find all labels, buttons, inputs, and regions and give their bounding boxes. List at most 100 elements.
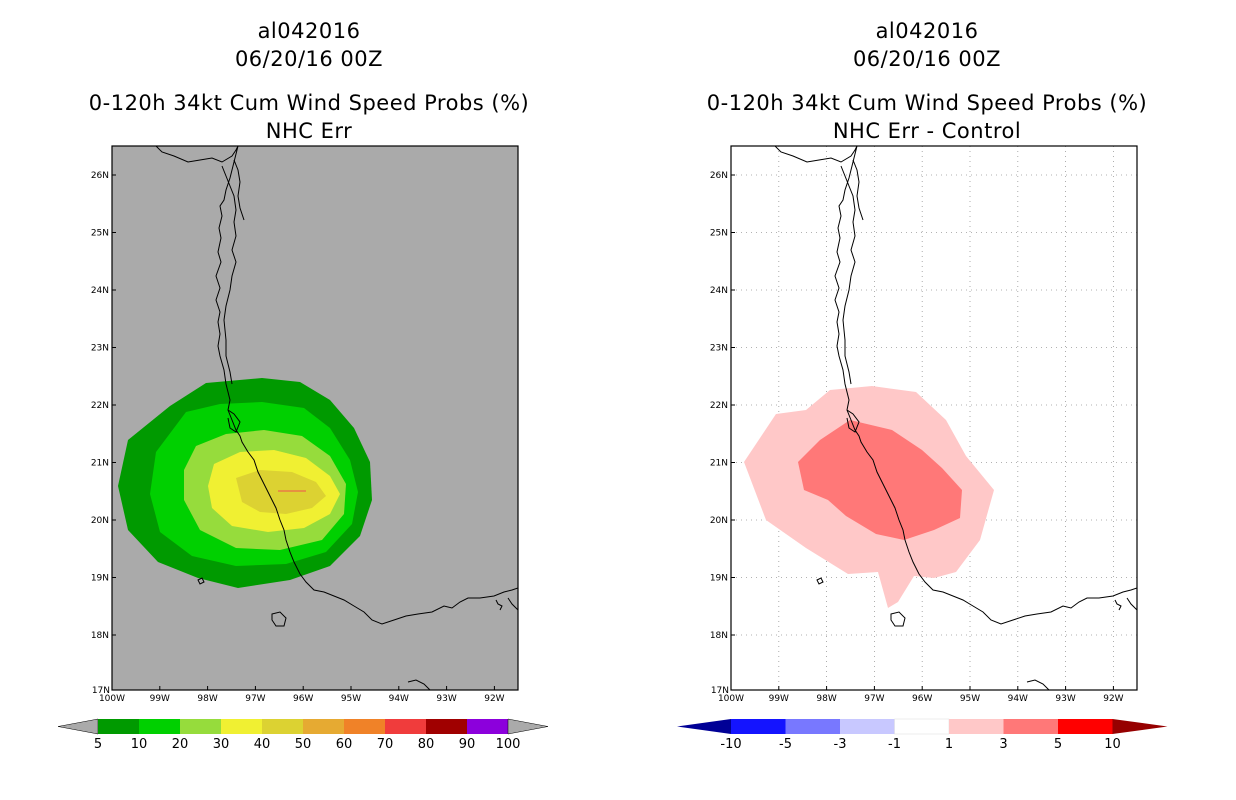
right-storm-id: al042016 bbox=[875, 19, 979, 43]
left-colorbar: 5 10 20 30 40 50 60 70 80 90 100 bbox=[57, 718, 549, 752]
left-product-title: 0-120h 34kt Cum Wind Speed Probs (%) bbox=[88, 91, 530, 115]
colorbar-label: 3 bbox=[999, 737, 1007, 752]
right-product-title: 0-120h 34kt Cum Wind Speed Probs (%) bbox=[706, 91, 1148, 115]
lon-tick-label: 93W bbox=[1055, 694, 1075, 704]
lat-tick-label: 24N bbox=[710, 286, 728, 296]
colorbar-swatch bbox=[840, 719, 895, 734]
colorbar-high-triangle bbox=[1112, 719, 1168, 734]
colorbar-label: 1 bbox=[945, 737, 953, 752]
lon-tick-label: 96W bbox=[293, 694, 313, 704]
lat-tick-label: 26N bbox=[91, 171, 109, 181]
colorbar-swatch bbox=[221, 719, 262, 734]
colorbar-label: 50 bbox=[295, 737, 312, 752]
colorbar-label: 10 bbox=[1104, 737, 1121, 752]
prob-contour-40 bbox=[236, 470, 326, 514]
right-subtitle: NHC Err - Control bbox=[832, 119, 1022, 143]
lon-tick-label: 97W bbox=[864, 694, 884, 704]
right-difference-contours bbox=[744, 146, 1137, 690]
lat-tick-label: 18N bbox=[710, 631, 728, 641]
colorbar-swatch bbox=[139, 719, 180, 734]
colorbar-swatch bbox=[949, 719, 1004, 734]
colorbar-label: -3 bbox=[834, 737, 847, 752]
lat-tick-label: 17N bbox=[92, 686, 110, 696]
colorbar-swatch bbox=[1058, 719, 1113, 734]
colorbar-label: 80 bbox=[418, 737, 435, 752]
left-axis-ticks: 100W 99W 98W 97W 96W 95W 94W 93W 92W 26N 25N 24N 23N… bbox=[91, 171, 505, 704]
lat-tick-label: 23N bbox=[91, 344, 109, 354]
colorbar-high-triangle bbox=[507, 718, 549, 735]
lon-tick-label: 98W bbox=[816, 694, 836, 704]
lat-tick-label: 18N bbox=[91, 631, 109, 641]
left-map: 100W 99W 98W 97W 96W 95W 94W 93W 92W 26N 25N 24N 23N… bbox=[91, 145, 519, 704]
left-storm-id: al042016 bbox=[257, 19, 361, 43]
colorbar-label: 30 bbox=[213, 737, 230, 752]
colorbar-label: -10 bbox=[720, 737, 741, 752]
lat-tick-label: 24N bbox=[91, 286, 109, 296]
lat-tick-label: 26N bbox=[710, 171, 728, 181]
left-subtitle: NHC Err bbox=[265, 119, 353, 143]
right-datetime: 06/20/16 00Z bbox=[852, 47, 1002, 71]
lat-tick-label: 25N bbox=[710, 229, 728, 239]
colorbar-swatch bbox=[1003, 719, 1058, 734]
left-probability-contours bbox=[118, 146, 518, 690]
colorbar-swatch bbox=[785, 719, 840, 734]
lat-tick-label: 21N bbox=[710, 459, 728, 469]
right-axis-ticks: 100W 99W 98W 97W 96W 95W 94W 93W 92W 26N 25N 24N 23N… bbox=[710, 171, 1124, 704]
lon-tick-label: 93W bbox=[436, 694, 456, 704]
right-map: 100W 99W 98W 97W 96W 95W 94W 93W 92W 26N 25N 24N 23N… bbox=[710, 145, 1138, 704]
colorbar-label: -5 bbox=[779, 737, 792, 752]
lat-tick-label: 23N bbox=[710, 344, 728, 354]
colorbar-label: 100 bbox=[496, 737, 521, 752]
colorbar-swatch bbox=[344, 719, 385, 734]
colorbar-swatch bbox=[426, 719, 467, 734]
lon-tick-label: 92W bbox=[1103, 694, 1123, 704]
diff-contour-3-to-5 bbox=[798, 420, 962, 540]
colorbar-swatch bbox=[894, 718, 950, 735]
lon-tick-label: 94W bbox=[1008, 694, 1028, 704]
lat-tick-label: 17N bbox=[711, 686, 729, 696]
lon-tick-label: 95W bbox=[960, 694, 980, 704]
lat-tick-label: 22N bbox=[91, 401, 109, 411]
lon-tick-label: 99W bbox=[150, 694, 170, 704]
colorbar-low-triangle bbox=[677, 719, 731, 734]
lon-tick-label: 100W bbox=[99, 694, 125, 704]
lon-tick-label: 98W bbox=[197, 694, 217, 704]
colorbar-label: 70 bbox=[377, 737, 394, 752]
colorbar-swatch bbox=[98, 719, 139, 734]
colorbar-swatch bbox=[262, 719, 303, 734]
lat-tick-label: 22N bbox=[710, 401, 728, 411]
left-datetime: 06/20/16 00Z bbox=[234, 47, 384, 71]
lat-tick-label: 19N bbox=[710, 574, 728, 584]
colorbar-label: 40 bbox=[254, 737, 271, 752]
colorbar-swatch bbox=[303, 719, 344, 734]
lon-tick-label: 96W bbox=[912, 694, 932, 704]
lon-tick-label: 100W bbox=[718, 694, 744, 704]
colorbar-label: 60 bbox=[336, 737, 353, 752]
lat-tick-label: 21N bbox=[91, 459, 109, 469]
lat-tick-label: 20N bbox=[710, 516, 728, 526]
lon-tick-label: 92W bbox=[484, 694, 504, 704]
colorbar-swatch bbox=[385, 719, 426, 734]
colorbar-label: 5 bbox=[94, 737, 102, 752]
lon-tick-label: 97W bbox=[245, 694, 265, 704]
colorbar-label: -1 bbox=[888, 737, 901, 752]
lon-tick-label: 94W bbox=[389, 694, 409, 704]
right-colorbar: -10 -5 -3 -1 1 3 5 10 bbox=[677, 718, 1168, 752]
lon-tick-label: 99W bbox=[769, 694, 789, 704]
lat-tick-label: 20N bbox=[91, 516, 109, 526]
colorbar-swatch bbox=[467, 719, 508, 734]
lat-tick-label: 25N bbox=[91, 229, 109, 239]
colorbar-label: 20 bbox=[172, 737, 189, 752]
colorbar-low-triangle bbox=[57, 718, 99, 735]
lon-tick-label: 95W bbox=[341, 694, 361, 704]
colorbar-label: 5 bbox=[1054, 737, 1062, 752]
right-map-frame bbox=[730, 145, 1138, 691]
colorbar-swatch bbox=[180, 719, 221, 734]
colorbar-label: 90 bbox=[459, 737, 476, 752]
colorbar-label: 10 bbox=[131, 737, 148, 752]
lat-tick-label: 19N bbox=[91, 574, 109, 584]
right-gridlines bbox=[731, 146, 1137, 690]
colorbar-swatch bbox=[731, 719, 786, 734]
left-map-frame bbox=[111, 145, 519, 691]
